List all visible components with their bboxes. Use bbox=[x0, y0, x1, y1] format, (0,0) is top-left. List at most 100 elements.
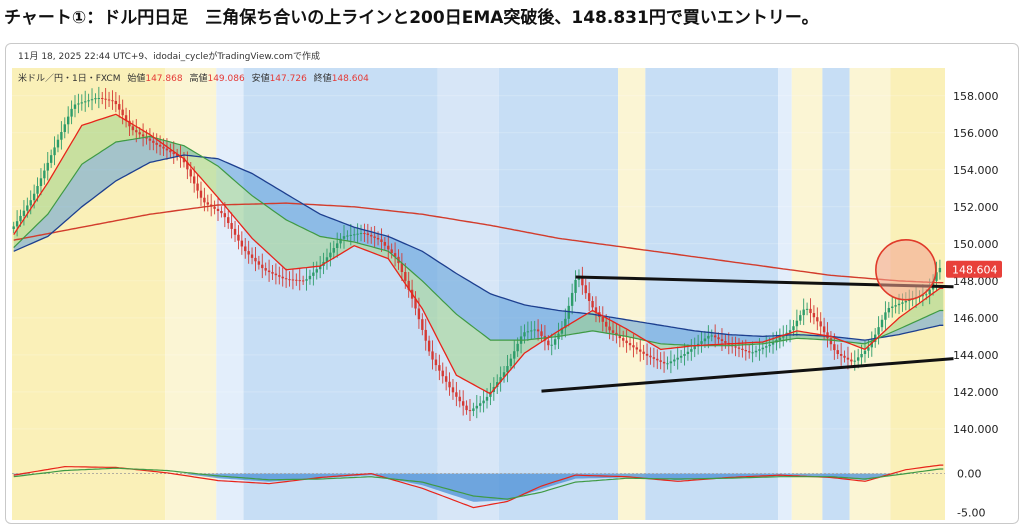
osc-zone-7 bbox=[645, 462, 779, 520]
candle-33 bbox=[124, 107, 128, 128]
candle-69 bbox=[247, 240, 250, 264]
osc-zone-11 bbox=[849, 462, 891, 520]
candle-257 bbox=[887, 301, 891, 318]
candle-187 bbox=[649, 347, 652, 365]
candle-167 bbox=[581, 266, 584, 295]
candle-221 bbox=[765, 335, 768, 358]
chart-timestamp: 11月 18, 2025 22:44 UTC+9、idodai_cycleがTr… bbox=[18, 50, 320, 62]
osc-zone-3 bbox=[243, 462, 438, 520]
candle-259 bbox=[894, 297, 897, 314]
zone-4 bbox=[437, 68, 499, 466]
price-tick-7: 144.000 bbox=[953, 349, 999, 362]
candle-185 bbox=[642, 344, 645, 360]
candle-213 bbox=[737, 338, 741, 358]
candle-46 bbox=[169, 143, 172, 159]
candle-190 bbox=[659, 352, 662, 370]
candle-55 bbox=[199, 181, 203, 206]
candle-255 bbox=[880, 314, 884, 332]
candle-272 bbox=[938, 259, 942, 280]
osc-zone-8 bbox=[778, 462, 792, 520]
osc-zone-6 bbox=[618, 462, 646, 520]
oscillator-fast-line bbox=[13, 464, 944, 509]
candle-31 bbox=[118, 95, 121, 118]
candle-134 bbox=[468, 398, 472, 422]
candle-29 bbox=[111, 90, 114, 110]
candle-24 bbox=[94, 93, 97, 104]
candle-169 bbox=[587, 282, 591, 311]
candle-79 bbox=[281, 267, 284, 287]
zone-9 bbox=[791, 68, 823, 466]
candles bbox=[12, 86, 942, 422]
candle-98 bbox=[346, 230, 349, 241]
candle-123 bbox=[431, 340, 434, 370]
high-value: 149.086 bbox=[207, 74, 244, 84]
candle-246 bbox=[850, 352, 853, 368]
candle-89 bbox=[315, 261, 318, 280]
candle-22 bbox=[87, 93, 90, 108]
candle-41 bbox=[152, 132, 155, 151]
candle-128 bbox=[448, 372, 451, 396]
ema-cloud-slow bbox=[13, 136, 944, 346]
candle-65 bbox=[233, 220, 237, 242]
candle-164 bbox=[570, 283, 574, 315]
candle-155 bbox=[540, 324, 543, 343]
price-tick-5: 148.000 bbox=[953, 275, 999, 288]
candle-13 bbox=[56, 134, 60, 153]
ema-cloud-fast bbox=[13, 114, 944, 394]
candle-104 bbox=[366, 223, 370, 244]
candle-84 bbox=[298, 269, 301, 291]
candle-116 bbox=[407, 271, 410, 298]
candle-67 bbox=[240, 231, 244, 255]
candle-147 bbox=[513, 340, 516, 369]
candle-237 bbox=[819, 312, 822, 335]
candle-64 bbox=[230, 212, 233, 239]
candle-68 bbox=[244, 237, 247, 259]
candle-74 bbox=[264, 262, 267, 276]
candle-10 bbox=[46, 152, 49, 181]
candle-28 bbox=[107, 91, 111, 108]
zone-1 bbox=[165, 68, 217, 466]
candle-3 bbox=[22, 200, 26, 226]
candle-152 bbox=[530, 321, 533, 340]
price-axis: 158.000 156.000 154.000 152.000 150.000 148.0… bbox=[946, 90, 1002, 436]
candle-228 bbox=[788, 319, 792, 343]
candle-9 bbox=[43, 163, 46, 185]
candle-188 bbox=[652, 347, 656, 368]
candle-59 bbox=[213, 200, 216, 215]
candle-71 bbox=[254, 246, 257, 272]
candle-8 bbox=[39, 168, 43, 196]
last-price-box bbox=[946, 260, 1002, 278]
candle-92 bbox=[325, 248, 329, 270]
price-tick-1: 156.000 bbox=[953, 127, 999, 140]
candle-112 bbox=[393, 242, 397, 267]
candle-130 bbox=[455, 381, 458, 407]
candle-131 bbox=[458, 389, 461, 408]
price-tick-8: 142.000 bbox=[953, 386, 999, 399]
candle-205 bbox=[710, 329, 713, 342]
candle-85 bbox=[301, 275, 305, 285]
candle-142 bbox=[496, 374, 499, 394]
price-tick-4: 150.000 bbox=[953, 238, 999, 251]
zone-8 bbox=[778, 68, 792, 466]
candle-72 bbox=[257, 255, 261, 270]
candle-80 bbox=[284, 268, 288, 288]
candle-5 bbox=[29, 190, 32, 215]
candle-21 bbox=[84, 90, 87, 112]
candle-243 bbox=[839, 342, 843, 366]
candle-102 bbox=[359, 224, 363, 242]
ema-mid-line bbox=[13, 135, 944, 347]
candle-133 bbox=[465, 400, 468, 415]
candle-118 bbox=[414, 291, 417, 316]
candle-235 bbox=[812, 305, 816, 325]
candle-144 bbox=[502, 366, 506, 383]
price-tick-9: 140.000 bbox=[953, 423, 999, 436]
candle-225 bbox=[778, 328, 782, 349]
candle-30 bbox=[114, 91, 118, 113]
close-value: 148.604 bbox=[332, 74, 369, 84]
candle-57 bbox=[206, 194, 209, 212]
candle-143 bbox=[499, 366, 502, 392]
candle-76 bbox=[271, 264, 274, 281]
osc-zone-2 bbox=[216, 462, 244, 520]
candle-126 bbox=[441, 362, 444, 384]
candle-70 bbox=[250, 247, 254, 265]
